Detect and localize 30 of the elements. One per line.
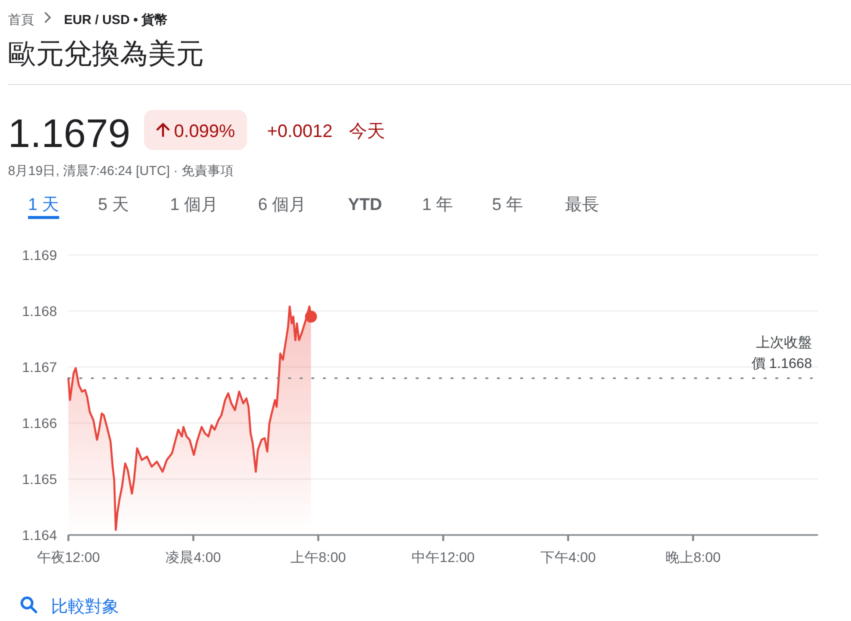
text: 5 年 [492,195,524,214]
y-tick-label: 1.165 [22,471,58,487]
ref-line-label: 上次收盤價 1.1668 [750,333,812,374]
x-tick-label: 午夜12:00 [36,549,100,565]
text: 比較對象 [51,597,119,616]
y-tick-label: 1.166 [22,415,58,431]
text: 首頁 [8,12,34,27]
text: 1 年 [422,195,454,214]
text: +0.0012 [267,121,333,141]
x-tick-label: 晚上8:00 [665,549,721,565]
text: 最長 [565,195,599,214]
text: 1 天 [28,195,60,214]
text: 今天 [349,121,385,141]
text: 5 天 [98,195,130,214]
y-tick-label: 1.167 [22,359,58,375]
x-tick-label: 上午8:00 [290,549,346,565]
text: 6 個月 [258,195,306,214]
text: 0.099% [174,121,236,141]
y-tick-label: 1.164 [22,527,58,543]
text: 1 個月 [170,195,218,214]
x-tick-label: 中午12:00 [412,549,475,565]
y-tick-label: 1.169 [22,247,58,263]
y-tick-label: 1.168 [22,303,58,319]
x-tick-label: 下午4:00 [540,549,596,565]
text: 8月19日, 清晨7:46:24 [UTC] · 免責事項 [8,163,234,178]
text: EUR / USD • 貨幣 [64,12,168,27]
chart-title: 歐元兌換為美元 [8,38,204,69]
x-tick-label: 凌晨4:00 [166,549,222,565]
text: 1.1679 [8,112,130,156]
text: YTD [348,195,382,214]
